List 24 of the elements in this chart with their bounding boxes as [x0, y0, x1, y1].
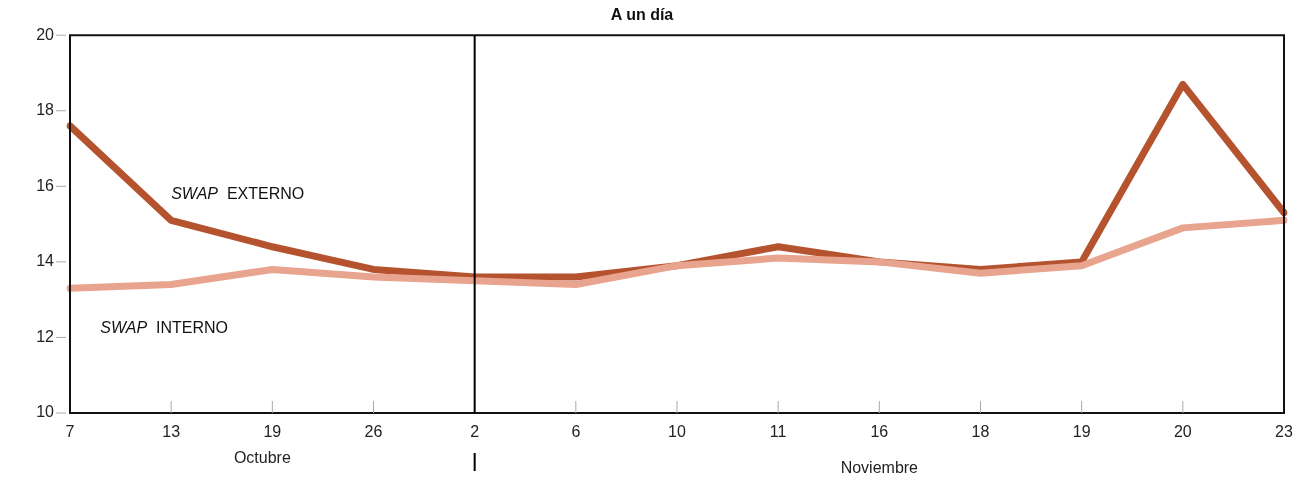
x-tick-label: 16 [870, 423, 889, 441]
x-tick-label: 11 [769, 423, 787, 441]
text: Octubre [233, 449, 291, 466]
series-label: SWAP EXTERNO [171, 184, 305, 202]
y-tick-label: 16 [36, 176, 55, 194]
x-tick-label: 10 [668, 423, 686, 441]
x-tick-label: 7 [65, 423, 75, 441]
x-tick-label: 6 [571, 423, 581, 441]
y-tick-label: 10 [36, 403, 55, 421]
series-label: SWAP INTERNO [100, 318, 229, 336]
x-tick-label: 19 [263, 423, 282, 441]
x-tick-label: 18 [971, 423, 990, 441]
y-tick-label: 18 [36, 101, 55, 119]
x-tick-label: 20 [1173, 423, 1192, 441]
y-tick-label: 12 [36, 327, 55, 345]
x-tick-label: 19 [1072, 423, 1091, 441]
chart-title: A un día [610, 6, 674, 24]
x-tick-label: 2 [470, 423, 480, 441]
x-tick-label: 13 [162, 423, 181, 441]
text: Noviembre [840, 459, 919, 476]
x-tick-label: 23 [1275, 423, 1293, 441]
x-tick-label: 26 [364, 423, 383, 441]
y-tick-label: 14 [36, 252, 55, 270]
y-tick-label: 20 [36, 25, 55, 43]
